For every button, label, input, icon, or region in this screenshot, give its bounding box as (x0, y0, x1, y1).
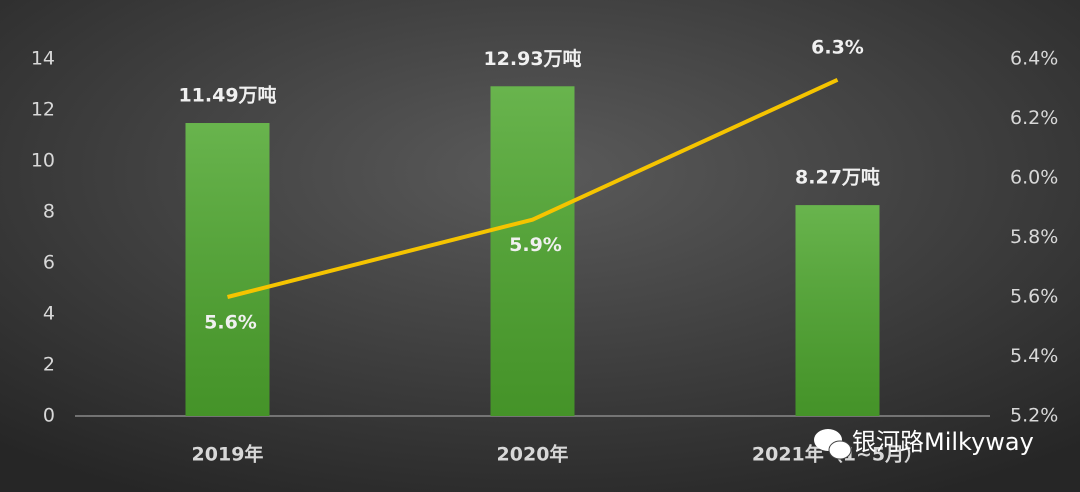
y-tick-label: 6 (43, 252, 55, 274)
bar-shade (490, 86, 575, 416)
y2-tick-label: 5.4% (1010, 345, 1058, 367)
line (227, 78, 839, 299)
y-tick-label: 14 (31, 48, 55, 70)
wechat-icon (828, 440, 852, 460)
watermark: 银河路Milkyway (852, 428, 1034, 456)
line-value-label: 5.9% (509, 234, 562, 256)
bar-value-label: 11.49万吨 (178, 84, 276, 107)
y2-tick-label: 5.6% (1010, 286, 1058, 308)
y-tick-label: 0 (43, 405, 55, 427)
y2-tick-label: 5.8% (1010, 226, 1058, 248)
y2-tick-label: 6.4% (1010, 48, 1058, 70)
y-tick-label: 2 (43, 354, 55, 376)
y2-tick-label: 6.2% (1010, 107, 1058, 129)
bar-shade (795, 205, 880, 416)
y2-tick-label: 5.2% (1010, 405, 1058, 427)
bar-shade (185, 123, 270, 416)
watermark-group: 银河路Milkyway (814, 428, 1034, 460)
line-value-label: 5.6% (204, 312, 257, 334)
bar-value-label: 8.27万吨 (795, 166, 880, 189)
y-tick-label: 12 (31, 99, 55, 121)
x-tick-label: 2019年 (192, 443, 264, 466)
line-value-label: 6.3% (811, 36, 864, 58)
bar-value-label: 12.93万吨 (483, 47, 581, 70)
x-tick-label: 2020年 (497, 443, 569, 466)
y2-tick-label: 6.0% (1010, 167, 1058, 189)
y-tick-label: 8 (43, 201, 55, 223)
y-tick-label: 10 (31, 150, 55, 172)
y-tick-label: 4 (43, 303, 55, 325)
